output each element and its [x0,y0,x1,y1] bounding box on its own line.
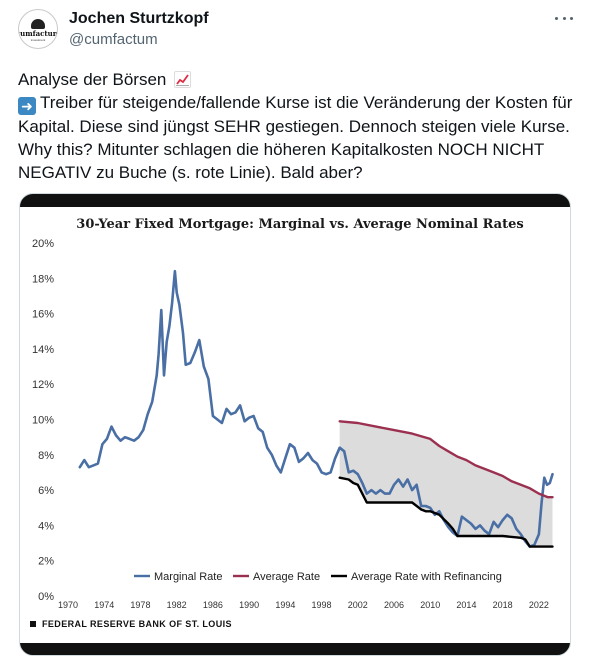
avatar[interactable]: cumfactum investment [18,9,58,49]
y-tick-label: 18% [32,273,54,285]
y-tick-label: 16% [32,309,54,321]
x-tick-label: 1970 [58,600,78,610]
x-tick-label: 2006 [384,600,404,610]
more-icon[interactable] [552,9,576,27]
y-tick-label: 10% [32,415,54,427]
x-tick-label: 1994 [275,600,295,610]
tweet-text-line1: Analyse der Börsen [18,70,167,89]
x-tick-label: 2018 [493,600,513,610]
x-tick-label: 1978 [130,600,150,610]
chart-increasing-emoji-icon [174,71,192,88]
x-tick-label: 1986 [203,600,223,610]
tweet-text-body: Treiber für steigende/fallende Kurse ist… [18,93,573,182]
x-tick-label: 1982 [167,600,187,610]
tweet-media-image[interactable]: 30-Year Fixed Mortgage: Marginal vs. Ave… [19,193,571,656]
right-arrow-emoji-icon: ➜ [18,97,36,115]
legend-label: Average Rate [253,571,320,583]
series-line-average-rate-with-refinancing [338,476,554,548]
display-name[interactable]: Jochen Sturtzkopf [69,10,209,27]
avatar-logo-text: cumfactum [18,28,58,38]
x-tick-label: 2010 [420,600,440,610]
y-tick-label: 0% [38,591,54,603]
tweet-text: Analyse der Börsen ➜ Treiber für steigend… [18,68,578,184]
x-tick-label: 1998 [312,600,332,610]
y-tick-label: 14% [32,344,54,356]
y-tick-label: 8% [38,450,54,462]
chart-frame: 30-Year Fixed Mortgage: Marginal vs. Ave… [20,207,570,643]
x-tick-label: 2014 [456,600,476,610]
chart-source: FEDERAL RESERVE BANK OF ST. LOUIS [42,619,232,629]
chart-title: 30-Year Fixed Mortgage: Marginal vs. Ave… [76,217,523,232]
shaded-gap-area [339,421,553,547]
x-tick-label: 2022 [529,600,549,610]
series-line-marginal-rate [78,269,554,548]
y-tick-label: 6% [38,485,54,497]
legend-label: Average Rate with Refinancing [351,571,502,583]
legend-label: Marginal Rate [154,571,222,583]
series-line-average-rate [338,420,554,499]
avatar-logo-subtext: investment [30,37,46,42]
y-tick-label: 12% [32,379,54,391]
x-tick-label: 1990 [239,600,259,610]
y-tick-label: 2% [38,556,54,568]
avatar-silhouette-icon [31,18,45,29]
source-square-icon [30,621,36,627]
y-tick-label: 4% [38,520,54,532]
mortgage-rate-chart: 30-Year Fixed Mortgage: Marginal vs. Ave… [30,217,554,629]
x-tick-label: 1974 [94,600,114,610]
user-handle[interactable]: @cumfactum [69,31,158,48]
y-tick-label: 20% [32,238,54,250]
x-tick-label: 2002 [348,600,368,610]
